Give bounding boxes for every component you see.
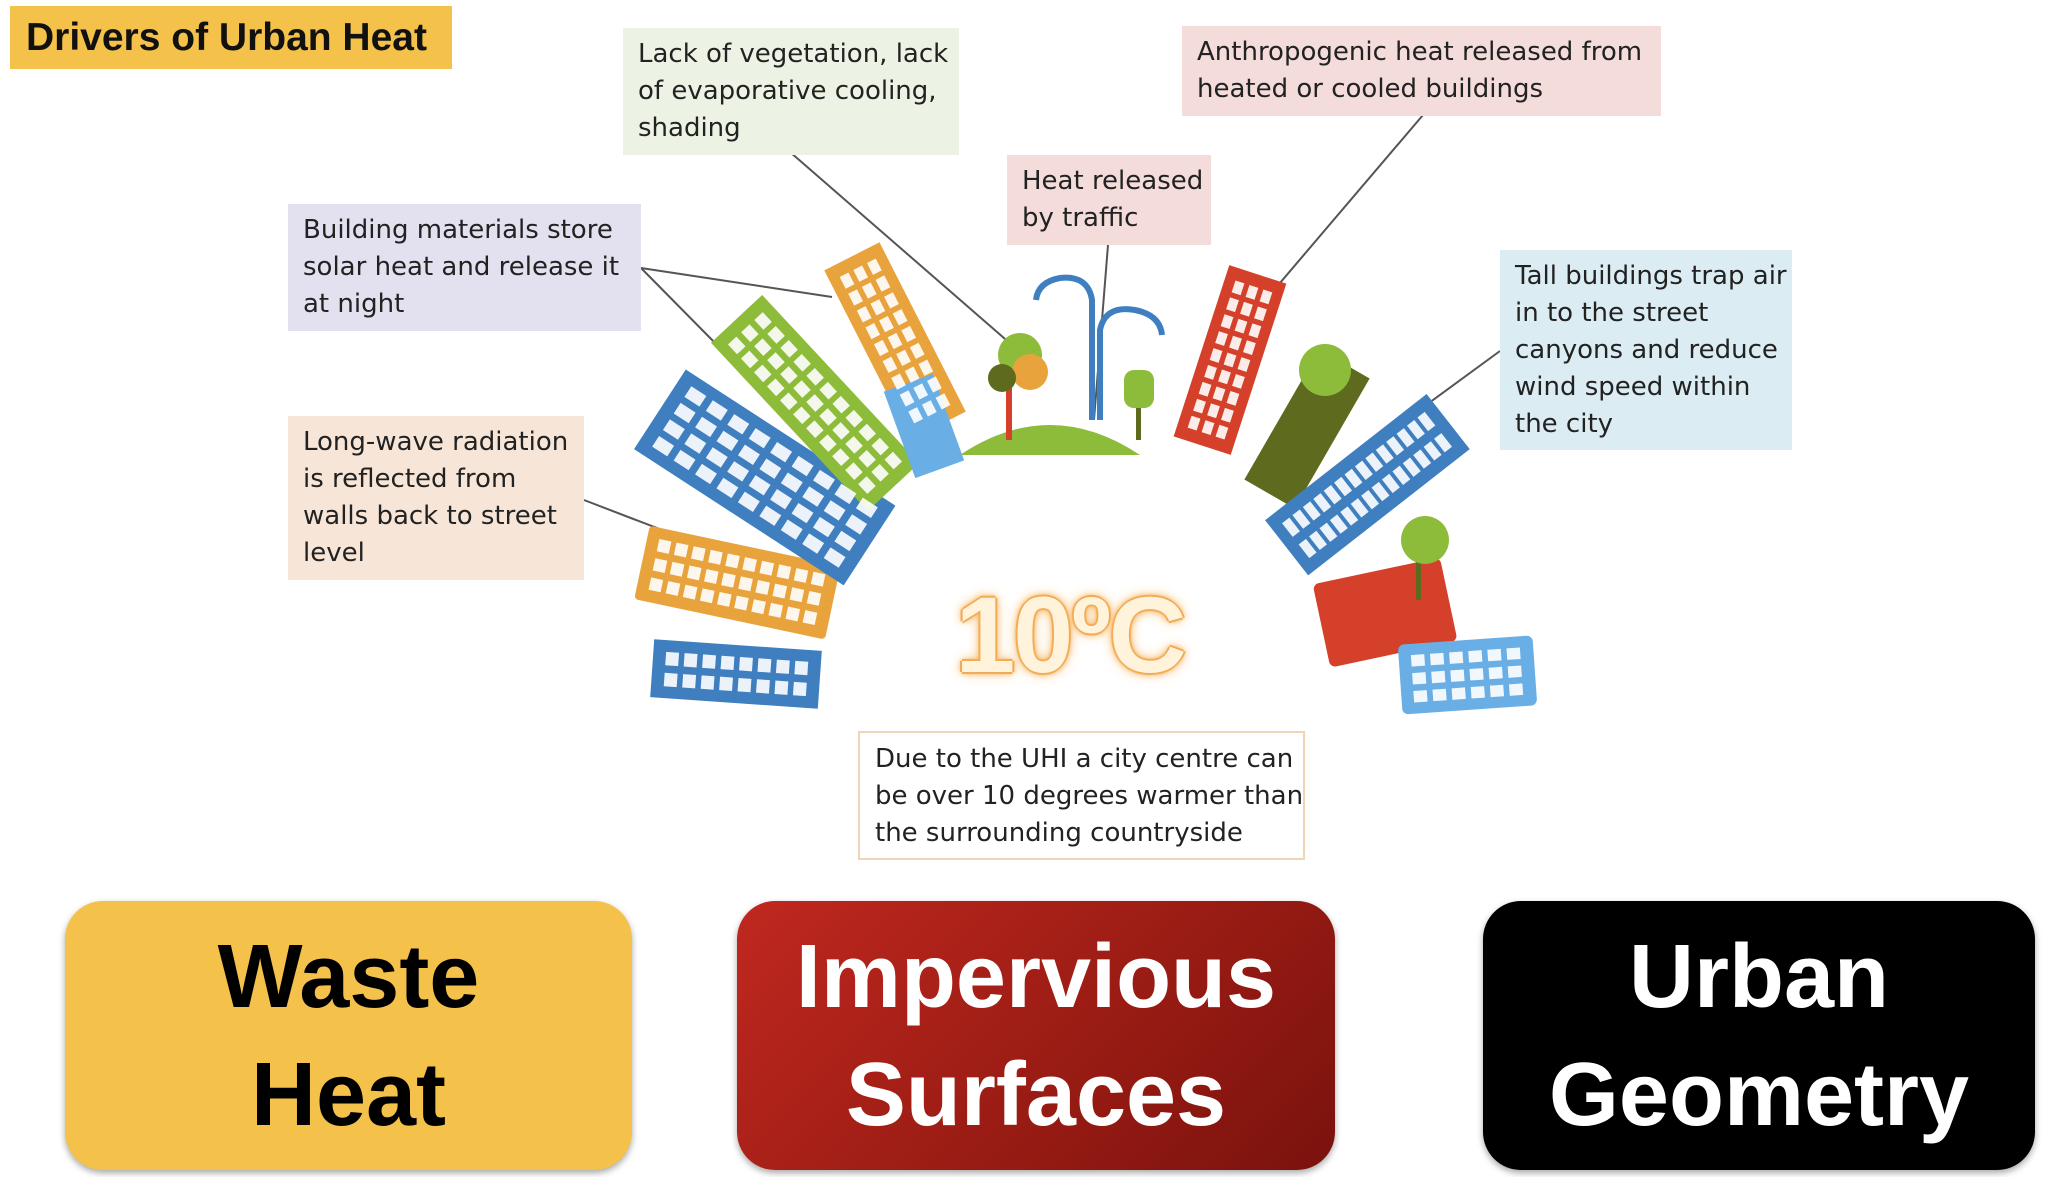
building-windows <box>648 258 1524 703</box>
category-waste-heat: Waste Heat <box>65 901 632 1170</box>
connector-materials-1 <box>640 267 833 298</box>
temperature-label: 10ºC <box>955 573 1187 695</box>
connector-anthropogenic <box>1267 114 1424 298</box>
tree-left <box>988 333 1048 440</box>
page-title: Drivers of Urban Heat <box>10 6 452 69</box>
building-blue-right-tall <box>1265 394 1470 576</box>
category-urban-geometry: Urban Geometry <box>1483 901 2035 1170</box>
building-olive-right <box>1244 344 1370 509</box>
callout-vegetation: Lack of vegetation, lack of evaporative … <box>623 28 959 155</box>
callout-uhi: Due to the UHI a city centre can be over… <box>858 731 1305 860</box>
callout-anthropogenic: Anthropogenic heat released from heated … <box>1182 26 1661 116</box>
connector-vegetation <box>789 151 1013 346</box>
callout-longwave: Long-wave radiation is reflected from wa… <box>288 416 584 580</box>
street-lamp <box>1033 274 1165 420</box>
connector-materials-2 <box>640 267 723 351</box>
category-impervious-surfaces: Impervious Surfaces <box>737 901 1335 1170</box>
tree-right <box>1124 370 1154 440</box>
tree-right-low <box>1401 516 1449 600</box>
callout-tall-buildings: Tall buildings trap air in to the street… <box>1500 250 1792 450</box>
grass-mound <box>960 425 1140 455</box>
callout-traffic: Heat released by traffic <box>1007 155 1211 245</box>
callout-materials: Building materials store solar heat and … <box>288 204 641 331</box>
